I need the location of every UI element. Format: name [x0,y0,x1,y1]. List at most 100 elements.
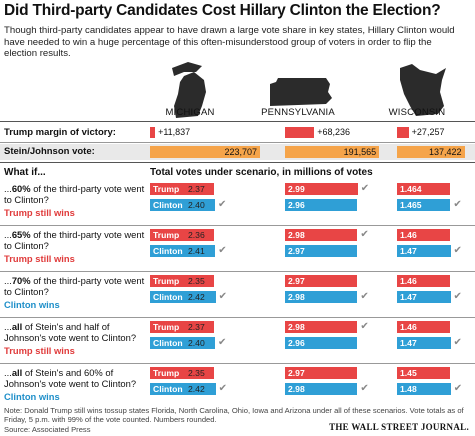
margin-bar [150,127,156,138]
clinton-bar [150,199,215,211]
trump-value: 2.37 [188,184,205,194]
clinton-value: 2.98 [288,384,305,394]
trump-bar-label: Trump [153,368,180,378]
trump-bar [150,183,215,195]
trump-bar-label: Trump [153,276,180,286]
clinton-bar [285,291,358,303]
stein-johnson-value: 223,707 [224,147,257,157]
clinton-bar [397,245,451,257]
state-name-pennsylvania: PENNSYLVANIA [261,107,335,118]
margin-bar [397,127,409,138]
clinton-bar-label: Clinton [153,384,183,394]
clinton-value: 2.40 [188,200,205,210]
trump-value: 2.97 [288,368,305,378]
scenario-result: Trump still wins [4,345,75,356]
clinton-bar [285,245,358,257]
stein-johnson-bar [285,146,380,158]
scenario-result: Trump still wins [4,207,75,218]
clinton-value: 1.47 [400,246,417,256]
clinton-bar-label: Clinton [153,338,183,348]
intro-text: Though third-party candidates appear to … [4,25,455,59]
clinton-bar [397,291,451,303]
trump-value: 2.97 [288,276,305,286]
clinton-bar [150,245,216,257]
clinton-bar [150,337,215,349]
trump-value: 2.98 [288,322,305,332]
stein-johnson-bar [397,146,465,158]
trump-bar-label: Trump [153,322,180,332]
trump-bar [150,229,214,241]
trump-value: 1.45 [400,368,417,378]
check-icon: ✔ [453,291,462,302]
margin-value: +27,257 [411,127,445,137]
clinton-bar-label: Clinton [153,200,183,210]
clinton-bar [150,383,216,395]
scenario-result: Clinton wins [4,391,60,402]
clinton-value: 2.42 [188,292,205,302]
divider [0,142,475,143]
state-name-wisconsin: WISCONSIN [388,107,446,118]
trump-bar [150,275,214,287]
clinton-value: 1.47 [400,292,417,302]
state-name-michigan: MICHIGAN [165,107,215,118]
stein-johnson-value: 191,565 [343,147,377,157]
trump-bar [285,183,358,195]
scenario-result: Clinton wins [4,299,60,310]
check-icon: ✔ [453,383,463,394]
clinton-value: 2.98 [288,292,305,302]
stein-johnson-value: 137,422 [429,147,462,157]
divider [0,225,475,226]
trump-bar [150,367,214,379]
trump-value: 1.46 [400,322,417,332]
check-icon: ✔ [453,337,462,348]
trump-bar [397,321,451,333]
clinton-bar [285,383,358,395]
divider [0,162,475,163]
trump-value: 1.46 [400,276,417,286]
clinton-value: 2.40 [188,338,205,348]
trump-bar [285,229,358,241]
scenario-question: ...65% of the third-party vote went to C… [4,229,145,252]
scenario-question: ...60% of the third-party vote went to C… [4,183,145,206]
trump-value: 2.35 [188,276,205,286]
check-icon: ✔ [453,199,462,210]
check-icon: ✔ [218,337,227,348]
check-icon: ✔ [360,183,370,194]
clinton-value: 2.96 [288,200,305,210]
clinton-value: 1.47 [400,338,417,348]
clinton-value: 2.96 [288,338,305,348]
check-icon: ✔ [218,291,227,302]
check-icon: ✔ [218,245,227,256]
check-icon: ✔ [453,245,462,256]
chart-title: Did Third-party Candidates Cost Hillary … [4,2,441,19]
divider [0,317,475,318]
trump-value: 2.99 [288,184,305,194]
check-icon: ✔ [360,229,369,240]
check-icon: ✔ [360,291,369,302]
check-icon: ✔ [360,321,369,332]
margin-bar [285,127,315,138]
trump-bar [397,183,451,195]
trump-bar [397,275,451,287]
trump-bar [397,367,450,379]
clinton-bar [285,337,357,349]
clinton-value: 2.97 [288,246,305,256]
divider [0,121,475,122]
check-icon: ✔ [218,199,227,210]
trump-value: 2.35 [188,368,205,378]
scenario-question: ...all of Stein's and half of Johnson's … [4,321,137,344]
margin-value: +68,236 [317,127,351,137]
votes-header: Total votes under scenario, in millions … [150,167,373,178]
michigan-map-icon [172,62,206,118]
clinton-value: 2.41 [188,246,205,256]
divider [0,271,475,272]
trump-bar-label: Trump [153,230,180,240]
stein-johnson-bar [150,146,260,158]
trump-value: 1.46 [400,230,417,240]
trump-bar [397,229,451,241]
clinton-bar [150,291,216,303]
trump-value: 2.37 [188,322,205,332]
divider [0,363,475,364]
source-line: Source: Associated Press [4,425,91,434]
margin-label: Trump margin of victory: [4,127,116,138]
